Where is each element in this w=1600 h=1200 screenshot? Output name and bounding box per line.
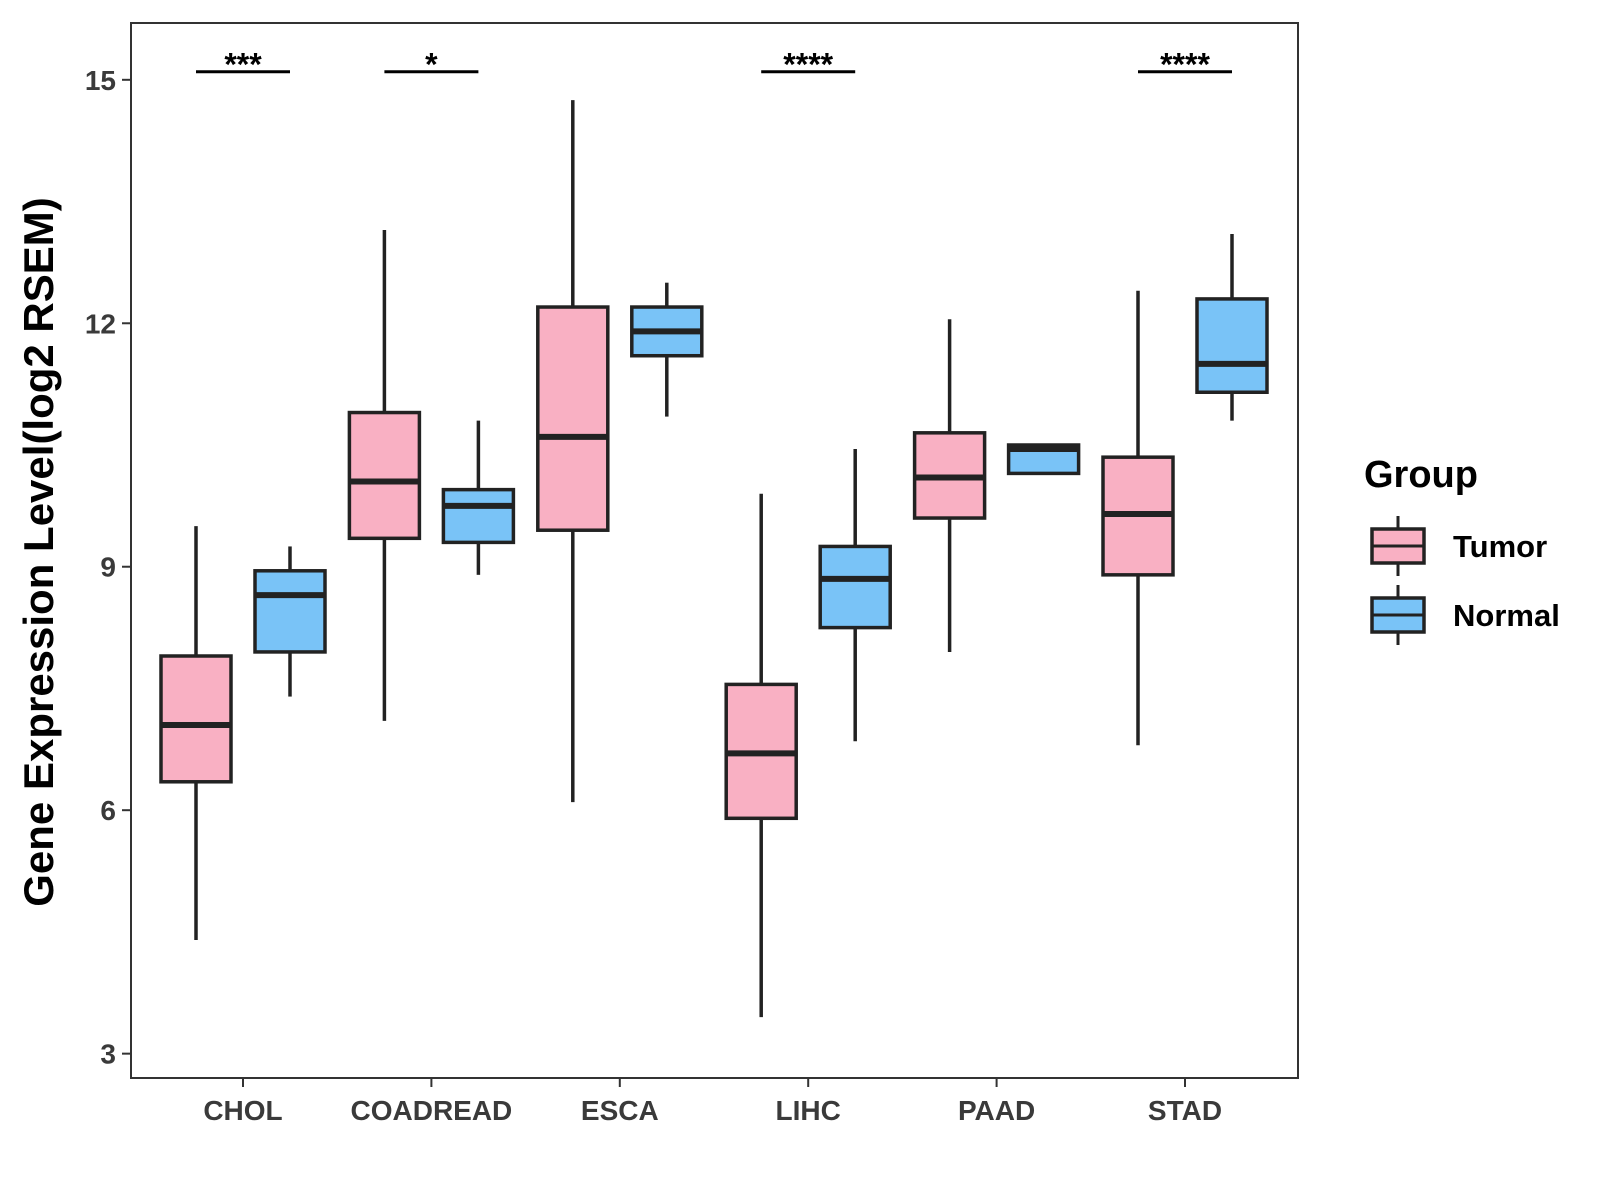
significance-annotations: *** * **** **** <box>196 47 1232 83</box>
box-coadread-tumor <box>347 229 422 721</box>
x-tick-label: CHOL <box>203 1095 282 1126</box>
box-body <box>818 544 892 630</box>
box-body <box>1195 297 1269 394</box>
box-esca-normal <box>630 282 704 417</box>
sig-label: * <box>425 47 438 83</box>
box-coadread-normal <box>441 420 516 575</box>
x-tick-label: LIHC <box>776 1095 841 1126</box>
box-chol-tumor <box>159 526 233 941</box>
legend-label: Tumor <box>1453 529 1547 564</box>
x-axis: CHOL COADREAD ESCA LIHC PAAD STAD <box>203 1078 1222 1126</box>
box-series-group <box>159 100 1269 1018</box>
x-tick-label: PAAD <box>958 1095 1035 1126</box>
sig-label: **** <box>783 47 833 83</box>
legend-item-normal: Normal <box>1370 585 1560 645</box>
sig-chol: *** <box>196 47 290 83</box>
box-lihc-tumor <box>724 493 798 1018</box>
x-tick-label: STAD <box>1148 1095 1222 1126</box>
legend: Group Tumor Normal <box>1364 454 1560 645</box>
series-normal <box>253 234 1269 742</box>
sig-stad: **** <box>1138 47 1232 83</box>
box-paad-tumor <box>912 319 987 652</box>
y-axis: 3 6 9 12 15 <box>85 65 131 1070</box>
box-lihc-normal <box>818 449 892 742</box>
box-body <box>253 569 327 654</box>
sig-label: *** <box>224 47 262 83</box>
sig-label: **** <box>1160 47 1210 83</box>
x-tick-label: COADREAD <box>351 1095 513 1126</box>
y-tick-label: 3 <box>100 1039 116 1070</box>
box-stad-normal <box>1195 234 1269 421</box>
series-tumor <box>159 100 1175 1018</box>
x-tick-label: ESCA <box>581 1095 659 1126</box>
y-tick-label: 12 <box>85 308 116 339</box>
y-tick-label: 15 <box>85 65 116 96</box>
y-tick-label: 9 <box>100 552 116 583</box>
sig-lihc: **** <box>761 47 856 83</box>
box-chol-normal <box>253 546 327 697</box>
box-body <box>347 410 422 541</box>
legend-title: Group <box>1364 454 1478 496</box>
box-body <box>441 487 516 545</box>
box-esca-tumor <box>536 100 610 803</box>
y-axis-title: Gene Expression Level(log2 RSEM) <box>15 197 62 907</box>
box-stad-tumor <box>1101 290 1175 746</box>
legend-label: Normal <box>1453 598 1560 633</box>
sig-coadread: * <box>384 47 479 83</box>
box-body <box>536 305 610 532</box>
y-tick-label: 6 <box>100 795 116 826</box>
legend-item-tumor: Tumor <box>1370 516 1547 576</box>
box-body <box>159 654 233 784</box>
box-paad-normal <box>1006 443 1081 476</box>
